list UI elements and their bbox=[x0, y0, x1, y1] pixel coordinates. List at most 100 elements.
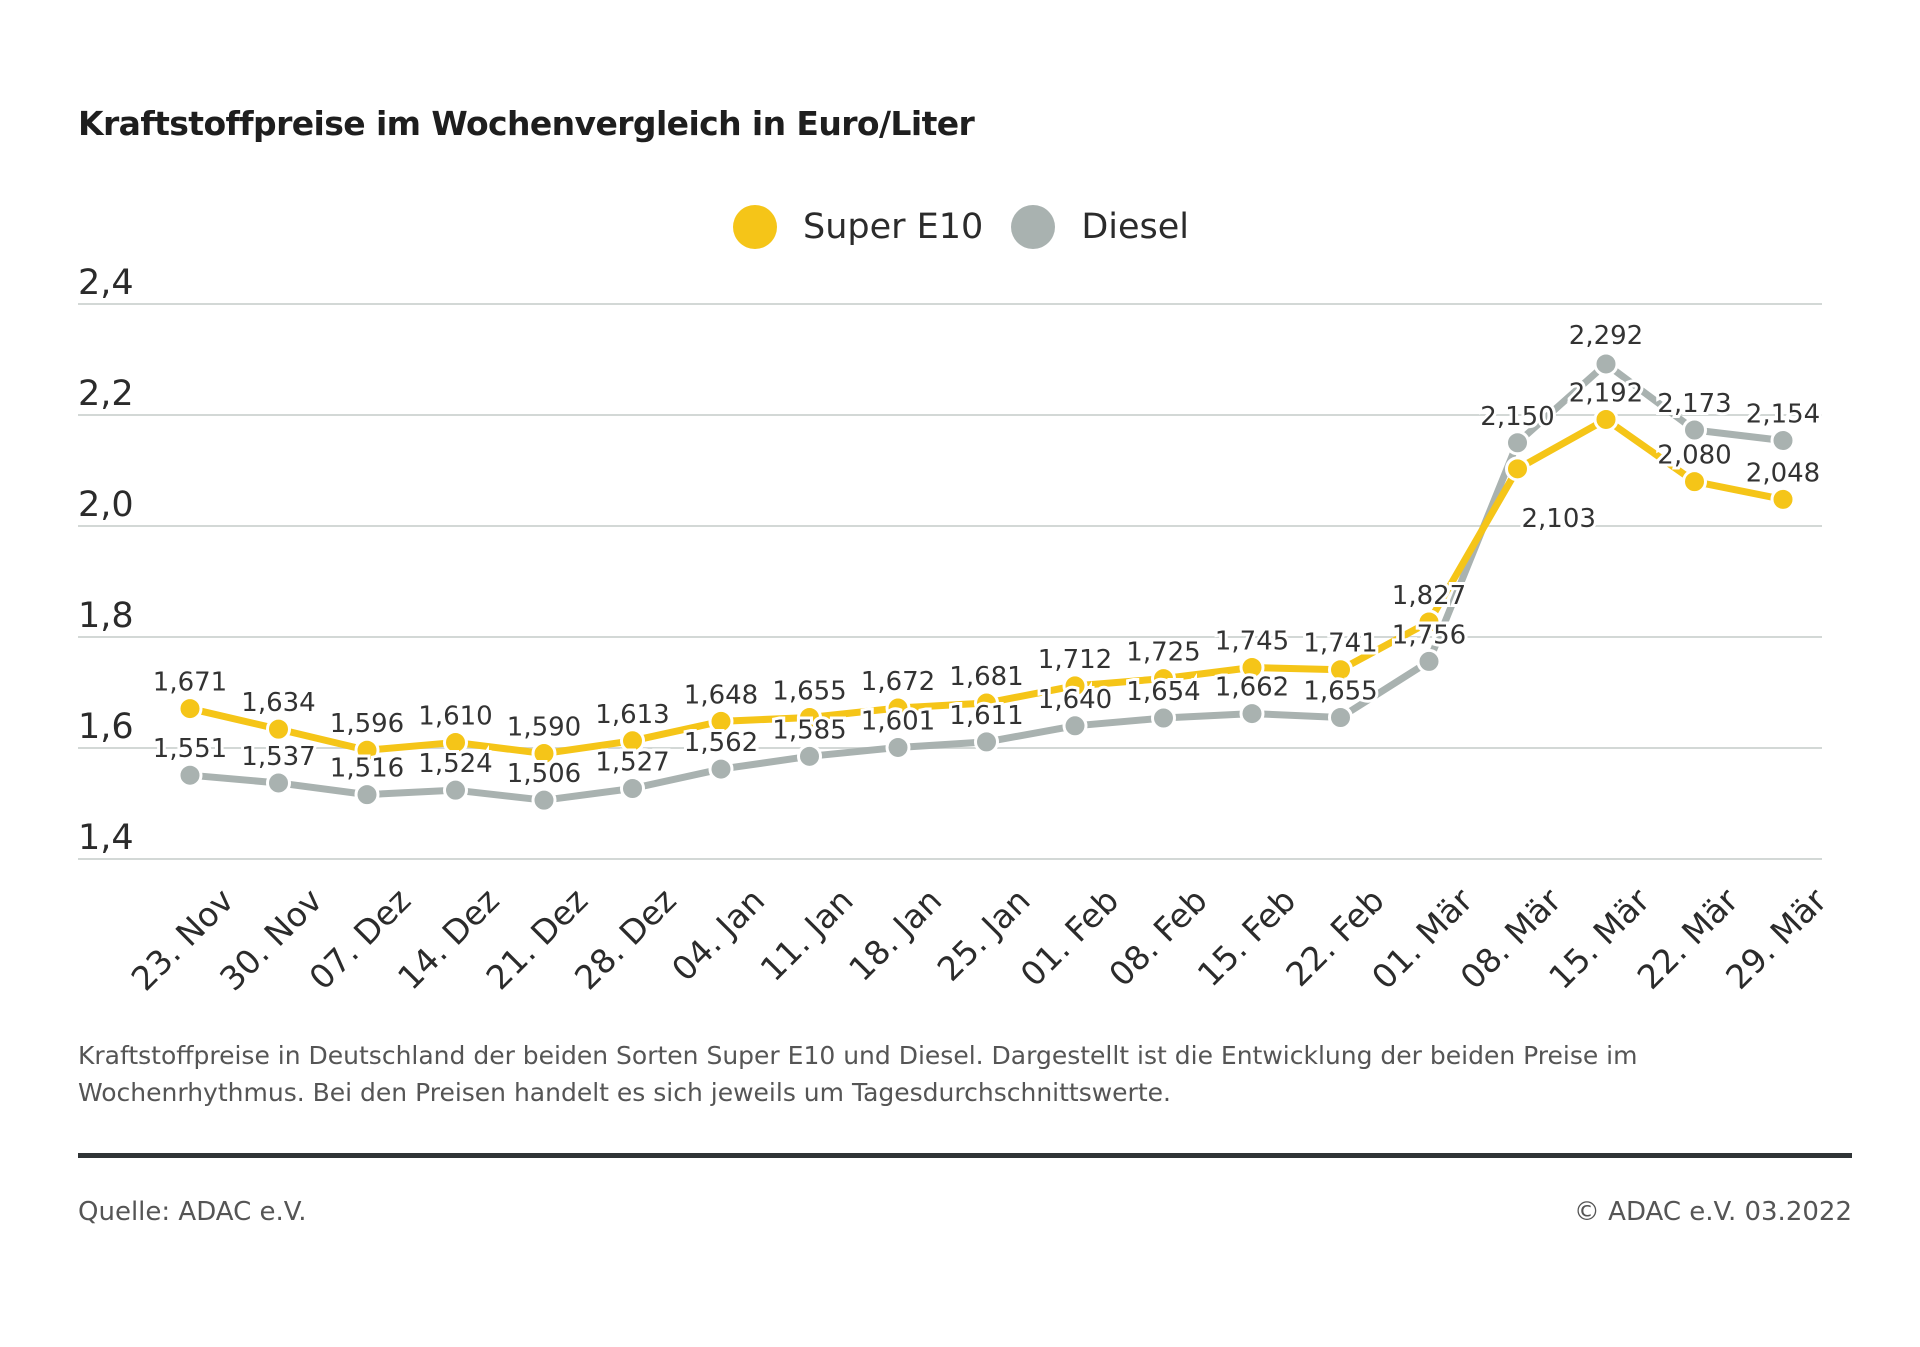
value-label-super-e10: 1,725 bbox=[1126, 638, 1200, 668]
value-label-super-e10: 2,103 bbox=[1522, 504, 1596, 534]
value-label-diesel: 1,611 bbox=[949, 701, 1023, 731]
y-tick-label: 2,2 bbox=[78, 374, 134, 414]
x-tick-label: 18. Jan bbox=[841, 881, 949, 989]
x-tick-label: 01. Feb bbox=[1013, 881, 1126, 994]
data-point-super-e10 bbox=[885, 695, 911, 721]
data-point-diesel bbox=[797, 743, 822, 769]
data-point-diesel bbox=[443, 777, 468, 803]
chart-footnote: Kraftstoffpreise in Deutschland der beid… bbox=[78, 1041, 1638, 1107]
data-point-super-e10 bbox=[1416, 609, 1442, 635]
value-label-diesel: 1,524 bbox=[418, 749, 492, 779]
chart-legend: Super E10 Diesel bbox=[733, 202, 1217, 252]
value-label-super-e10: 1,613 bbox=[595, 700, 669, 730]
value-label-super-e10: 1,681 bbox=[949, 662, 1023, 692]
data-point-super-e10 bbox=[177, 696, 203, 722]
x-tick-label: 11. Jan bbox=[753, 881, 861, 989]
y-tick-label: 1,6 bbox=[78, 707, 134, 747]
x-tick-label: 04. Jan bbox=[664, 881, 772, 989]
value-label-super-e10: 1,634 bbox=[241, 688, 315, 718]
source-note: Quelle: ADAC e.V. bbox=[78, 1197, 307, 1227]
data-point-diesel bbox=[1239, 701, 1265, 727]
value-label-diesel: 1,654 bbox=[1126, 677, 1200, 707]
data-point-super-e10 bbox=[1593, 406, 1619, 432]
legend-item-super-e10: Super E10 bbox=[733, 205, 983, 249]
value-label-diesel: 1,562 bbox=[684, 728, 758, 758]
value-label-diesel: 1,551 bbox=[153, 734, 227, 764]
data-point-diesel bbox=[1062, 713, 1088, 739]
data-point-super-e10 bbox=[1151, 666, 1176, 692]
data-point-super-e10 bbox=[620, 728, 645, 754]
data-point-diesel bbox=[620, 776, 645, 802]
value-label-super-e10: 2,048 bbox=[1746, 458, 1820, 488]
data-point-super-e10 bbox=[1328, 657, 1353, 683]
data-point-super-e10 bbox=[443, 729, 468, 755]
data-point-super-e10 bbox=[708, 708, 734, 734]
data-point-super-e10 bbox=[531, 741, 557, 767]
data-point-super-e10 bbox=[266, 716, 291, 742]
value-label-diesel: 2,292 bbox=[1569, 321, 1643, 351]
data-point-super-e10 bbox=[354, 737, 380, 763]
value-label-diesel: 1,537 bbox=[241, 742, 315, 772]
value-label-super-e10: 1,827 bbox=[1392, 581, 1466, 611]
value-label-super-e10: 1,596 bbox=[330, 709, 404, 739]
value-label-super-e10: 1,655 bbox=[772, 676, 846, 706]
data-point-diesel bbox=[354, 782, 380, 808]
data-point-super-e10 bbox=[1239, 655, 1265, 681]
data-point-diesel bbox=[708, 756, 734, 782]
value-label-diesel: 1,601 bbox=[861, 706, 935, 736]
legend-item-diesel: Diesel bbox=[1011, 205, 1189, 249]
data-point-super-e10 bbox=[1770, 486, 1796, 512]
value-label-super-e10: 1,745 bbox=[1215, 627, 1289, 657]
x-tick-label: 15. Feb bbox=[1190, 881, 1303, 994]
x-tick-label: 29. Mär bbox=[1718, 880, 1834, 996]
value-label-super-e10: 1,712 bbox=[1038, 645, 1112, 675]
value-label-super-e10: 1,671 bbox=[153, 668, 227, 698]
data-point-diesel bbox=[1416, 648, 1442, 674]
y-tick-label: 2,0 bbox=[78, 485, 134, 525]
legend-label-diesel: Diesel bbox=[1081, 207, 1190, 247]
data-point-diesel bbox=[266, 770, 291, 796]
data-point-diesel bbox=[1593, 351, 1619, 377]
value-label-diesel: 1,516 bbox=[330, 754, 404, 784]
data-point-super-e10 bbox=[1682, 469, 1707, 495]
data-point-diesel bbox=[531, 787, 557, 813]
value-label-super-e10: 1,610 bbox=[418, 701, 492, 731]
data-point-super-e10 bbox=[797, 704, 822, 730]
legend-label-super-e10: Super E10 bbox=[803, 207, 984, 247]
value-label-diesel: 2,154 bbox=[1746, 400, 1820, 430]
value-label-diesel: 1,527 bbox=[595, 748, 669, 778]
data-point-diesel bbox=[1682, 417, 1707, 443]
value-label-diesel: 1,756 bbox=[1392, 620, 1466, 650]
data-point-diesel bbox=[1505, 430, 1530, 456]
legend-swatch-diesel bbox=[1011, 205, 1056, 249]
value-label-diesel: 1,585 bbox=[772, 715, 846, 745]
data-point-diesel bbox=[974, 729, 999, 755]
legend-swatch-super-e10 bbox=[733, 205, 777, 249]
copyright-note: © ADAC e.V. 03.2022 bbox=[1573, 1197, 1852, 1227]
value-label-super-e10: 2,080 bbox=[1657, 441, 1731, 471]
value-label-diesel: 1,655 bbox=[1303, 676, 1377, 706]
value-label-diesel: 2,173 bbox=[1657, 389, 1731, 419]
value-label-diesel: 1,506 bbox=[507, 759, 581, 789]
data-point-diesel bbox=[885, 734, 911, 760]
y-tick-label: 1,8 bbox=[78, 596, 134, 636]
data-point-super-e10 bbox=[1062, 673, 1088, 699]
value-label-super-e10: 1,672 bbox=[861, 667, 935, 697]
y-tick-label: 1,4 bbox=[78, 818, 134, 858]
value-label-super-e10: 1,741 bbox=[1303, 629, 1377, 659]
value-label-diesel: 1,662 bbox=[1215, 673, 1289, 703]
value-label-super-e10: 1,590 bbox=[507, 713, 581, 743]
value-label-super-e10: 1,648 bbox=[684, 680, 758, 710]
data-point-diesel bbox=[1770, 428, 1796, 454]
data-point-diesel bbox=[1328, 704, 1353, 730]
data-point-super-e10 bbox=[1505, 456, 1530, 482]
data-point-diesel bbox=[177, 762, 203, 788]
value-label-diesel: 1,640 bbox=[1038, 685, 1112, 715]
y-tick-label: 2,4 bbox=[78, 263, 134, 303]
footer-divider bbox=[78, 1153, 1852, 1158]
value-label-super-e10: 2,192 bbox=[1569, 378, 1643, 408]
x-tick-label: 08. Feb bbox=[1101, 881, 1214, 994]
chart-title: Kraftstoffpreise im Wochenvergleich in E… bbox=[78, 104, 975, 143]
data-point-super-e10 bbox=[974, 690, 999, 716]
